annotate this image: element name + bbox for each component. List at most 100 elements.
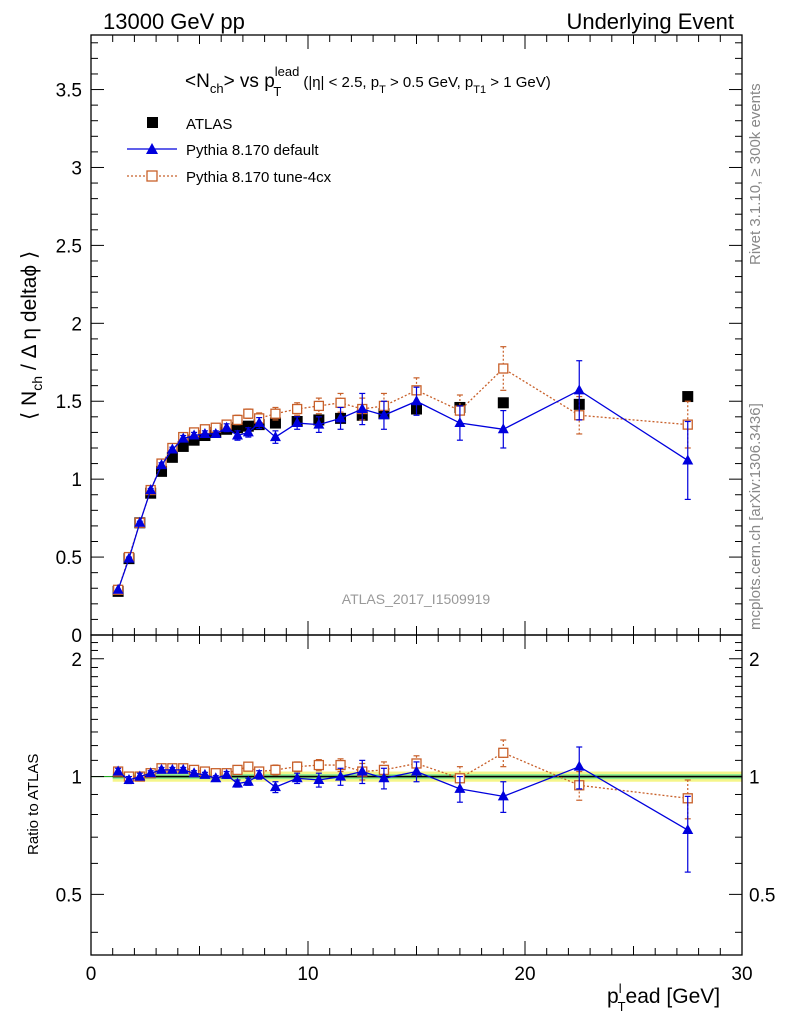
- main-ytick-label: 2: [71, 314, 82, 335]
- rivet-label: Rivet 3.1.10, ≥ 300k events: [747, 83, 764, 265]
- default-point: [253, 417, 265, 428]
- ratio-default-point: [313, 773, 325, 784]
- plot-title: <Nch> vs plead T(|η| < 2.5, pT > 0.5 GeV,…: [185, 64, 551, 99]
- ratio-ytick-label-right: 2: [749, 650, 760, 671]
- default-point: [454, 417, 466, 428]
- ratio-default-point: [134, 770, 146, 781]
- default-point: [378, 409, 390, 420]
- main-plot-area: 0 0.5 1 1.5 2 2.5 3 3.5: [56, 34, 743, 647]
- default-line: [117, 389, 689, 591]
- atlas-point: [682, 391, 694, 403]
- title-cuts-3: > 1 GeV): [486, 74, 551, 91]
- header-right: Underlying Event: [566, 9, 734, 34]
- title-main: <N: [185, 71, 210, 92]
- ratio-default-point: [221, 768, 233, 779]
- ratio-default-point: [682, 824, 694, 835]
- atlas-point: [156, 465, 168, 477]
- ratio-ytick-label: 2: [71, 650, 82, 671]
- ratio-ytick-label: 1: [71, 768, 82, 789]
- ratio-xtick-label: 30: [731, 964, 752, 985]
- ratio-default-point: [231, 777, 243, 788]
- ratio-default-point: [573, 760, 585, 771]
- ratio-plot-area: 0 10 20 30 0.5 0.5 1 1 2 2: [56, 634, 775, 985]
- legend-atlas-marker: [147, 117, 158, 128]
- ratio-default-point: [356, 765, 368, 776]
- header-left: 13000 GeV pp: [103, 9, 245, 34]
- ratio-default-point: [156, 763, 168, 774]
- ratio-default-point: [378, 772, 390, 783]
- ratio-xtick-label: 10: [297, 964, 318, 985]
- main-ytick-label: 3: [71, 158, 82, 179]
- default-point: [269, 431, 281, 442]
- ratio-default-point: [335, 770, 347, 781]
- main-ytick-label: 3.5: [56, 81, 82, 102]
- atlas-point: [166, 451, 178, 463]
- tune4cx-point: [335, 397, 346, 408]
- title-cuts-sub2: T1: [473, 84, 486, 96]
- main-ytick-label: 1.5: [56, 392, 82, 413]
- ratio-xtick-label: 20: [514, 964, 535, 985]
- tune4cx-point: [291, 403, 303, 415]
- ratio-tune4cx-point: [313, 759, 325, 771]
- title-vs-sup: lead: [275, 64, 300, 79]
- ratio-tune4cx-point: [243, 761, 254, 772]
- default-point: [497, 423, 509, 434]
- default-point: [145, 484, 157, 495]
- default-point: [177, 432, 189, 443]
- ratio-xlabel: pl Tead [GeV]: [607, 981, 720, 1014]
- default-point: [242, 426, 254, 437]
- ratio-default-point: [291, 772, 303, 783]
- ratio-ylabel: Ratio to ATLAS: [25, 754, 42, 855]
- ratio-frame: [90, 634, 743, 956]
- ratio-default-point: [188, 767, 200, 778]
- default-point: [134, 516, 146, 527]
- ratio-default-point: [242, 775, 254, 786]
- default-point: [682, 454, 694, 465]
- ratio-default-point: [112, 765, 124, 776]
- atlas-point: [231, 422, 243, 434]
- ratio-xtick-label: 0: [86, 964, 97, 985]
- legend: ATLAS Pythia 8.170 default Pythia 8.170 …: [127, 116, 332, 186]
- ratio-default-point: [454, 782, 466, 793]
- ratio-default-point: [199, 768, 211, 779]
- ratio-default-point: [210, 772, 222, 783]
- ratio-default-point: [166, 763, 178, 774]
- atlas-point: [242, 420, 254, 432]
- default-point: [112, 583, 124, 594]
- tune4cx-point: [270, 408, 281, 419]
- ratio-default-point: [253, 768, 265, 779]
- ratio-tune4cx-point: [232, 764, 243, 776]
- ratio-ytick-label: 0.5: [56, 885, 82, 906]
- default-point: [335, 412, 347, 423]
- atlas-point: [269, 417, 281, 429]
- title-cuts-2: > 0.5 GeV, p: [386, 74, 473, 91]
- legend-default-marker: [146, 143, 158, 154]
- ratio-default-point: [411, 765, 422, 776]
- title-main-sub: ch: [210, 81, 224, 96]
- tune4cx-point: [313, 400, 325, 412]
- default-point: [231, 429, 243, 440]
- ratio-default-point: [177, 763, 189, 774]
- atlas-point: [188, 434, 200, 446]
- default-point: [156, 459, 168, 470]
- main-ytick-label: 0: [71, 626, 82, 647]
- tune4cx-point: [243, 408, 254, 419]
- default-point: [166, 443, 178, 454]
- default-point: [411, 395, 422, 406]
- tune4cx-point: [232, 414, 243, 426]
- tune4cx-line: [117, 367, 688, 591]
- ratio-default-point: [145, 767, 157, 778]
- atlas-point: [497, 397, 509, 409]
- ratio-tune4cx-point: [291, 761, 303, 772]
- mcplots-label: mcplots.cern.ch [arXiv:1306.3436]: [747, 403, 764, 630]
- legend-tune-label: Pythia 8.170 tune-4cx: [186, 169, 332, 186]
- ratio-default-point: [123, 773, 135, 784]
- ratio-ytick-label-right: 0.5: [749, 885, 775, 906]
- default-point: [123, 552, 135, 563]
- tune4cx-point: [498, 363, 509, 374]
- main-ytick-label: 0.5: [56, 548, 82, 569]
- title-vs: > vs p: [224, 71, 275, 92]
- analysis-id: ATLAS_2017_I1509919: [342, 591, 491, 607]
- legend-tune-marker: [146, 170, 158, 182]
